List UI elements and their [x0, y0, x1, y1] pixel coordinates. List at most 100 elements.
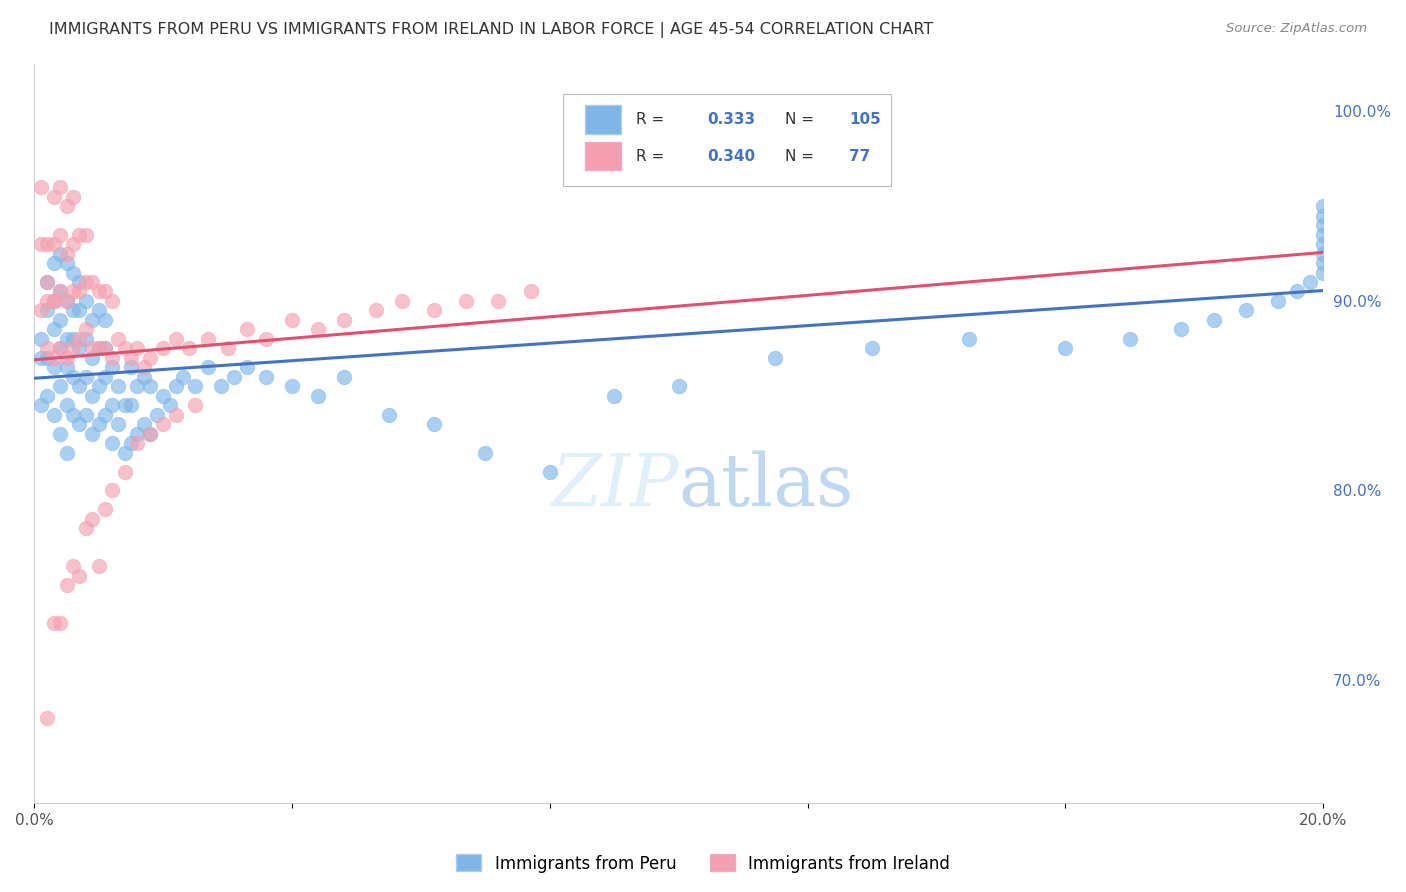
Point	[30, 303, 52, 318]
Point	[391, 293, 413, 308]
Point	[152, 342, 174, 356]
Point	[107, 332, 129, 346]
Text: IMMIGRANTS FROM PERU VS IMMIGRANTS FROM IRELAND IN LABOR FORCE | AGE 45-54 CORRE: IMMIGRANTS FROM PERU VS IMMIGRANTS FROM …	[49, 22, 934, 38]
Point	[378, 408, 401, 422]
Point	[49, 285, 72, 299]
Point	[127, 342, 149, 356]
Point	[82, 351, 104, 365]
Point	[49, 180, 72, 194]
Point	[254, 332, 277, 346]
Point	[224, 369, 246, 384]
Point	[37, 275, 59, 289]
Point	[1312, 266, 1334, 280]
Point	[100, 398, 122, 412]
Point	[139, 379, 162, 393]
Point	[42, 360, 65, 375]
Point	[152, 417, 174, 432]
Point	[37, 711, 59, 725]
Point	[49, 285, 72, 299]
Point	[120, 351, 142, 365]
Point	[42, 408, 65, 422]
Point	[114, 445, 136, 459]
Point	[538, 465, 561, 479]
Point	[152, 389, 174, 403]
Point	[197, 360, 219, 375]
Point	[94, 502, 117, 516]
Point	[132, 417, 155, 432]
Point	[55, 578, 77, 592]
Point	[1299, 275, 1322, 289]
Point	[100, 483, 122, 498]
Point	[30, 332, 52, 346]
Point	[668, 379, 690, 393]
Point	[75, 521, 97, 535]
Point	[165, 379, 187, 393]
Point	[423, 417, 446, 432]
Point	[100, 351, 122, 365]
Point	[120, 436, 142, 450]
Point	[62, 303, 84, 318]
Point	[87, 417, 110, 432]
Point	[87, 559, 110, 574]
Point	[42, 237, 65, 252]
Point	[69, 379, 91, 393]
Point	[37, 275, 59, 289]
Text: 0.333: 0.333	[707, 112, 755, 127]
Point	[1286, 285, 1309, 299]
Point	[139, 426, 162, 441]
Point	[87, 303, 110, 318]
Point	[107, 417, 129, 432]
Point	[254, 369, 277, 384]
Point	[62, 408, 84, 422]
Point	[62, 190, 84, 204]
Point	[62, 266, 84, 280]
Point	[94, 369, 117, 384]
Point	[30, 398, 52, 412]
Point	[42, 256, 65, 270]
Point	[1267, 293, 1289, 308]
FancyBboxPatch shape	[562, 94, 891, 186]
Point	[55, 351, 77, 365]
Point	[82, 275, 104, 289]
Point	[1054, 342, 1077, 356]
Point	[209, 379, 232, 393]
Point	[519, 285, 541, 299]
Point	[94, 342, 117, 356]
Point	[55, 246, 77, 260]
Point	[62, 237, 84, 252]
Point	[42, 322, 65, 336]
Point	[107, 379, 129, 393]
Point	[957, 332, 980, 346]
Point	[197, 332, 219, 346]
Point	[55, 360, 77, 375]
Point	[1119, 332, 1142, 346]
Point	[42, 616, 65, 631]
Point	[100, 360, 122, 375]
Point	[132, 369, 155, 384]
Point	[1170, 322, 1192, 336]
Point	[49, 227, 72, 242]
Point	[69, 568, 91, 582]
Point	[37, 389, 59, 403]
Point	[37, 351, 59, 365]
Point	[236, 360, 259, 375]
Point	[49, 342, 72, 356]
Point	[217, 342, 239, 356]
Point	[114, 465, 136, 479]
FancyBboxPatch shape	[585, 143, 621, 170]
Point	[177, 342, 200, 356]
Point	[30, 351, 52, 365]
Point	[37, 293, 59, 308]
Point	[114, 342, 136, 356]
Point	[37, 342, 59, 356]
Point	[159, 398, 181, 412]
Point	[69, 285, 91, 299]
Point	[100, 293, 122, 308]
Point	[55, 199, 77, 213]
Point	[49, 616, 72, 631]
Point	[49, 313, 72, 327]
Point	[62, 369, 84, 384]
Point	[1312, 256, 1334, 270]
Point	[1312, 199, 1334, 213]
Point	[127, 426, 149, 441]
